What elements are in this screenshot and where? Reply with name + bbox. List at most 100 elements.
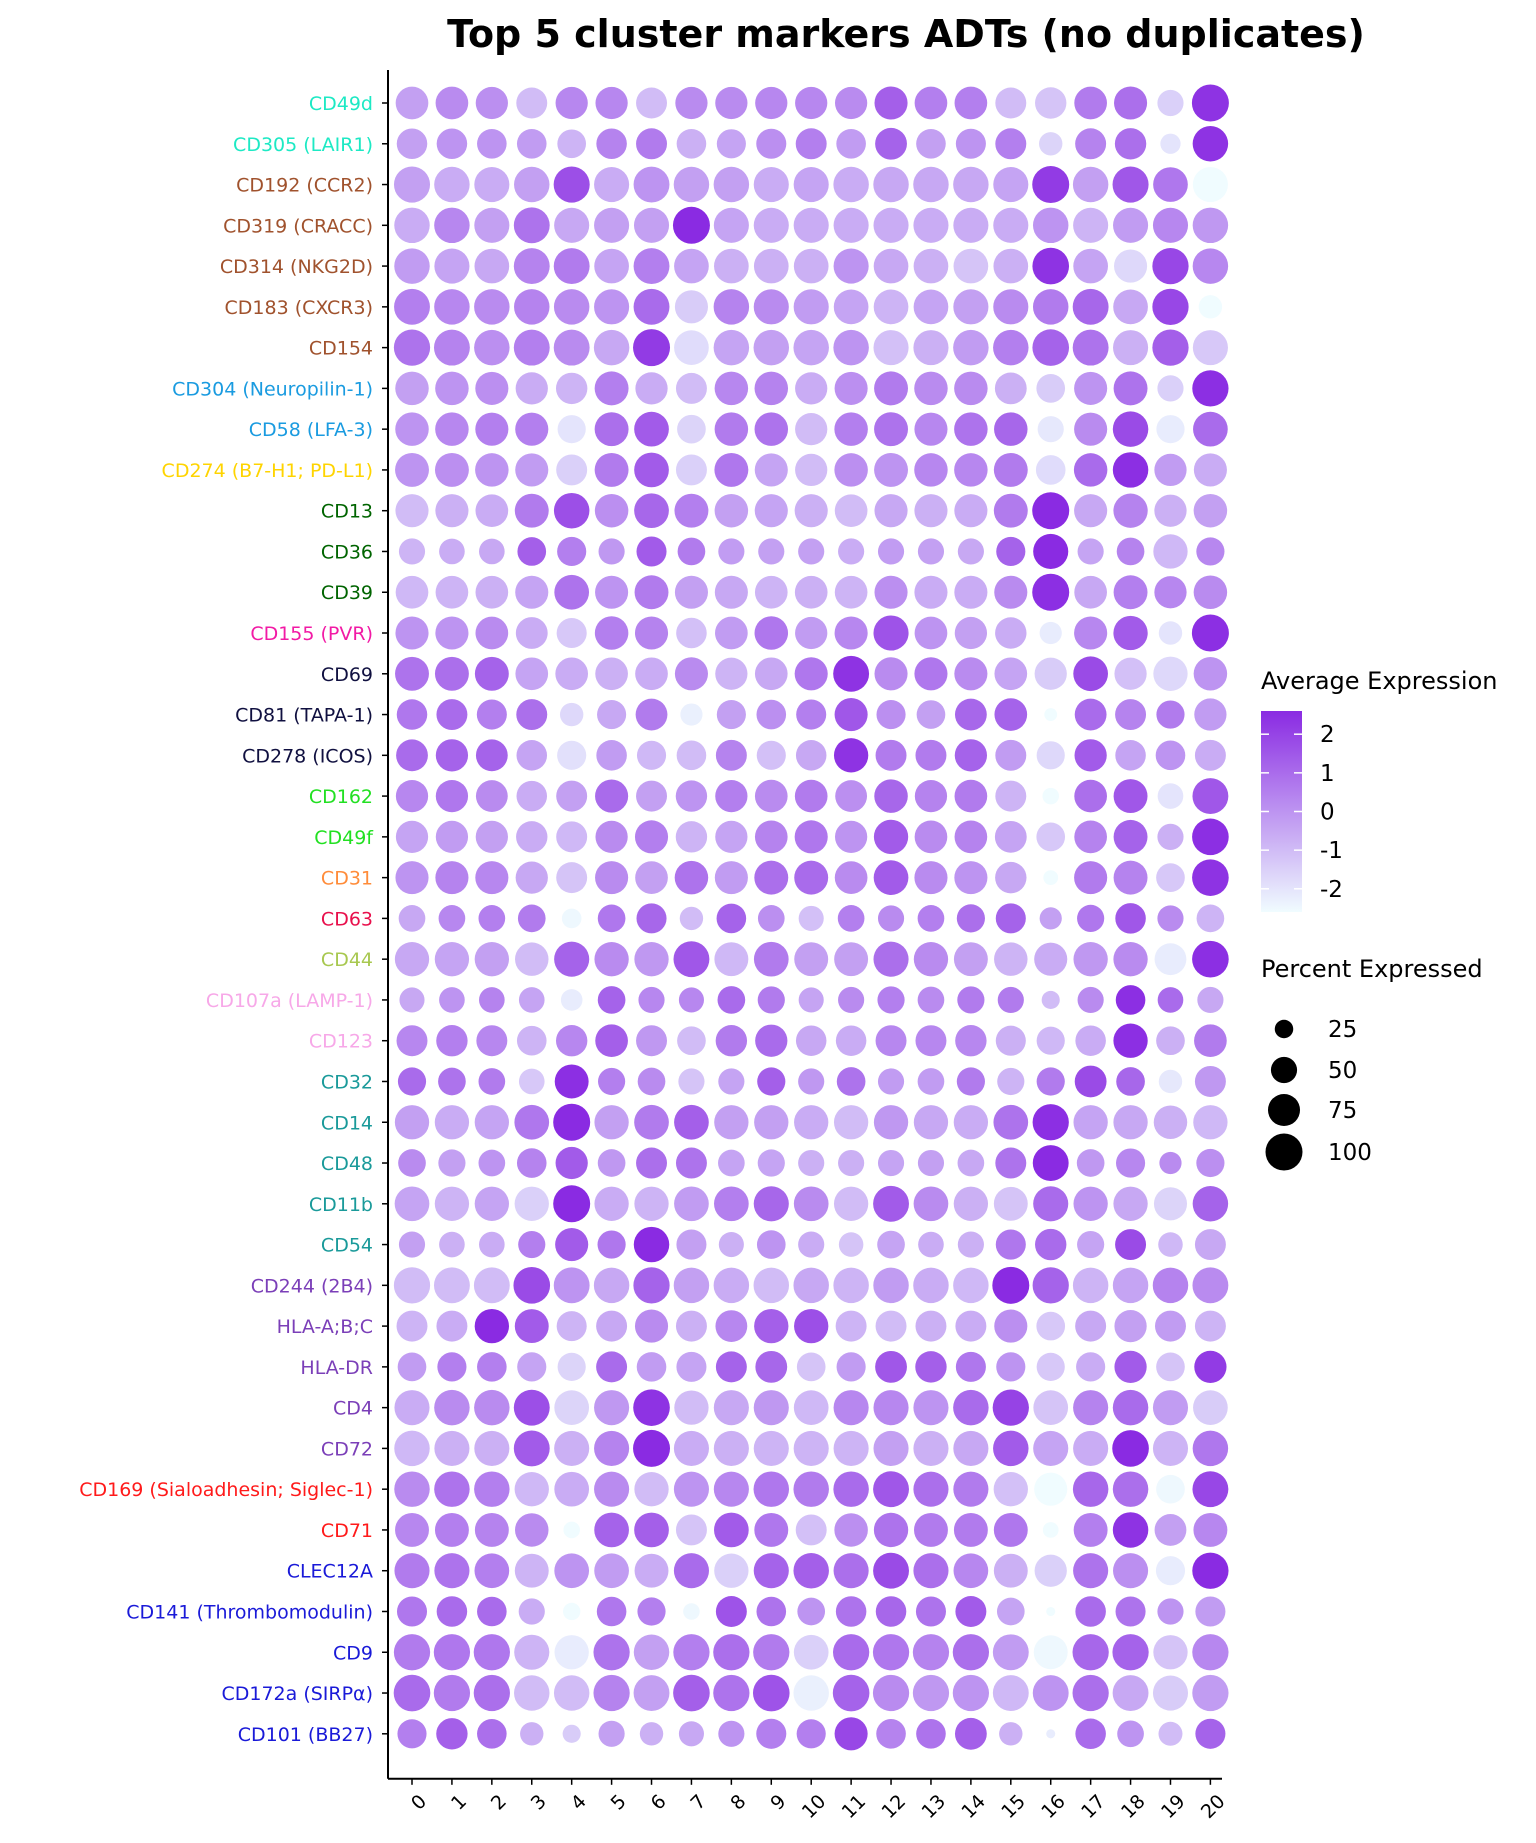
dot — [1044, 708, 1058, 721]
dot — [1032, 1145, 1069, 1181]
dot — [1194, 1066, 1226, 1097]
dot — [1153, 656, 1188, 691]
dot — [1160, 133, 1181, 154]
dot — [1113, 493, 1148, 528]
dot — [876, 1719, 906, 1749]
y-label: CD81 (TAPA-1) — [235, 705, 373, 727]
dot — [557, 1352, 586, 1381]
dot — [794, 1105, 829, 1140]
dot — [1035, 1228, 1067, 1261]
dot — [1039, 132, 1063, 156]
dot — [557, 129, 587, 159]
dot — [634, 575, 669, 610]
y-label: CD278 (ICOS) — [242, 745, 373, 767]
dot — [1033, 1635, 1068, 1670]
y-label: HLA-A;B;C — [277, 1316, 373, 1338]
dot — [674, 860, 709, 895]
dot — [993, 207, 1029, 243]
dot — [715, 616, 748, 650]
dot — [555, 1228, 589, 1262]
dot — [556, 821, 588, 853]
dot — [715, 1310, 748, 1343]
dot — [1192, 818, 1229, 856]
dot — [597, 904, 626, 933]
dot — [713, 166, 750, 203]
color-legend-title: Average Expression — [1261, 667, 1497, 695]
dot — [955, 1310, 987, 1342]
dot — [1152, 329, 1189, 366]
dot — [793, 1471, 829, 1507]
x-label: 13 — [917, 1790, 950, 1823]
dot — [633, 288, 670, 325]
y-label: CD11b — [309, 1194, 373, 1216]
dot — [1074, 1065, 1107, 1098]
dot — [395, 452, 429, 487]
dot — [633, 1634, 670, 1670]
dot — [515, 861, 548, 894]
dot — [676, 128, 707, 159]
dot — [513, 1267, 551, 1304]
size-key-dot — [1270, 1056, 1298, 1084]
dot — [753, 329, 790, 366]
dot — [1157, 375, 1184, 402]
dot — [674, 330, 709, 365]
dot — [757, 1149, 785, 1177]
dot — [1158, 1721, 1183, 1746]
dot — [1112, 1430, 1149, 1467]
dot — [795, 740, 827, 771]
dot — [634, 1512, 669, 1548]
dot — [798, 538, 825, 565]
dot — [437, 1352, 467, 1382]
dot — [715, 1025, 748, 1057]
dot — [915, 1310, 947, 1342]
dot — [1152, 247, 1189, 285]
dot — [754, 494, 788, 528]
dot — [716, 699, 746, 730]
dot — [1032, 492, 1070, 530]
dot — [1039, 907, 1062, 930]
dot — [1156, 863, 1185, 892]
dot — [833, 1105, 869, 1140]
dot — [1072, 329, 1109, 366]
dot — [435, 371, 469, 406]
dot — [1194, 1024, 1227, 1058]
dot — [1073, 1105, 1108, 1140]
dot — [633, 1675, 670, 1711]
dot — [914, 657, 948, 691]
dot — [994, 942, 1028, 976]
dot — [954, 494, 988, 528]
dot — [554, 1471, 590, 1507]
dot — [1192, 370, 1229, 407]
dot — [718, 1068, 745, 1095]
dot — [874, 657, 908, 691]
dot — [1075, 1310, 1107, 1342]
dot — [714, 452, 749, 487]
dot — [956, 904, 985, 933]
dot — [634, 1186, 669, 1221]
dot — [993, 1430, 1029, 1467]
x-label: 7 — [686, 1790, 710, 1814]
dot — [554, 1635, 589, 1670]
dot — [436, 128, 468, 160]
dot — [474, 248, 510, 284]
dot — [875, 739, 907, 771]
dot — [1033, 1186, 1069, 1222]
dot — [1192, 859, 1229, 896]
dot — [1036, 822, 1066, 852]
dot — [1112, 1675, 1149, 1711]
dot — [476, 1025, 508, 1057]
dot — [678, 987, 704, 1013]
dot — [833, 166, 869, 203]
dot — [594, 412, 629, 447]
y-label: CD49f — [314, 827, 374, 849]
dot — [1036, 741, 1065, 770]
dot — [953, 1105, 989, 1140]
dot — [396, 1310, 428, 1342]
dot — [713, 207, 749, 243]
dot — [635, 861, 668, 894]
dot — [634, 1309, 669, 1343]
dot — [793, 1186, 829, 1222]
dot — [796, 1352, 826, 1382]
dot — [753, 1471, 790, 1507]
dot — [1035, 455, 1066, 485]
